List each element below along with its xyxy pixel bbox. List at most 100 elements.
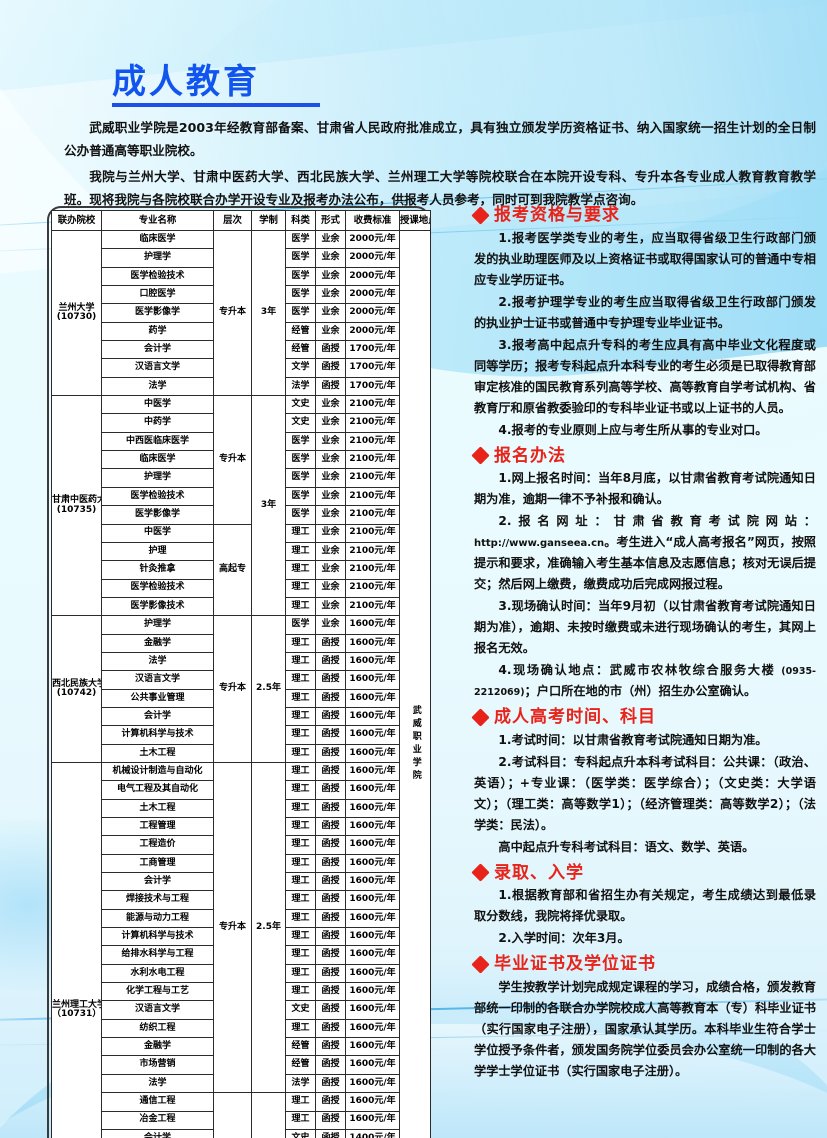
form-cell: 业余 bbox=[315, 505, 346, 525]
table-row: 中西医临床医学 医学 业余 2100元/年 bbox=[52, 431, 431, 452]
section-paragraph: 4.现场确认地点：武威市农林牧综合服务大楼 (0935-2212069)；户口所… bbox=[474, 663, 816, 699]
table-row: 焊接技术与工程 理工 函授 1600元/年 bbox=[52, 890, 431, 910]
fee-cell: 1400元/年 bbox=[345, 1128, 400, 1138]
form-cell: 业余 bbox=[315, 321, 346, 342]
school-cell: 西北民族大学 (10742) bbox=[51, 615, 102, 763]
fee-cell: 2100元/年 bbox=[345, 505, 400, 525]
major-cell: 工程管理 bbox=[101, 816, 214, 837]
section-paragraph: 学生按教学计划完成规定课程的学习，成绩合格，颁发教育部统一印制的各联合办学院校成… bbox=[474, 979, 816, 1078]
table-row: 计算机科学与技术 理工 函授 1600元/年 bbox=[52, 725, 431, 745]
major-cell: 土木工程 bbox=[101, 743, 214, 763]
form-cell: 业余 bbox=[315, 523, 346, 543]
table-row: 能源与动力工程 理工 函授 1600元/年 bbox=[52, 908, 431, 929]
column-header: 学制 bbox=[251, 210, 286, 231]
table-row: 护理 理工 业余 2100元/年 bbox=[52, 541, 431, 562]
category-cell: 理工 bbox=[285, 688, 316, 708]
fee-cell: 1600元/年 bbox=[345, 908, 400, 929]
fee-cell: 2000元/年 bbox=[345, 229, 400, 250]
major-cell: 医学影像技术 bbox=[101, 596, 214, 617]
form-cell: 业余 bbox=[315, 450, 346, 470]
column-header: 联办院校 bbox=[51, 210, 102, 231]
table-row: 电气工程及其自动化 理工 函授 1600元/年 bbox=[52, 780, 431, 800]
major-cell: 法学 bbox=[101, 376, 214, 397]
school-cell: 甘肃中医药大学(10735) bbox=[51, 395, 102, 617]
section-paragraph: 4.报考的专业原则上应与考生所从事的专业对口。 bbox=[498, 422, 768, 437]
table-row: 金融学 理工 函授 1600元/年 bbox=[52, 633, 431, 653]
registration-url[interactable]: http://www.ganseea.cn bbox=[474, 538, 605, 550]
level-cell: 专升本 bbox=[213, 229, 252, 397]
table-row: 冶金工程 理工 函授 1600元/年 bbox=[52, 1110, 431, 1130]
major-cell: 中医学 bbox=[101, 523, 214, 543]
fee-cell: 2100元/年 bbox=[345, 523, 400, 543]
fee-cell: 1600元/年 bbox=[345, 853, 400, 874]
diamond-bullet-icon bbox=[471, 708, 490, 727]
form-cell: 函授 bbox=[315, 670, 346, 690]
category-cell: 经管 bbox=[285, 321, 316, 342]
contact-phone: (0935-2212069) bbox=[474, 666, 816, 699]
form-cell: 业余 bbox=[315, 560, 346, 580]
fee-cell: 1600元/年 bbox=[345, 945, 400, 965]
form-cell: 函授 bbox=[315, 651, 346, 672]
category-cell: 理工 bbox=[285, 945, 316, 965]
level-cell: 专升本 bbox=[213, 761, 252, 1094]
major-cell: 中药学 bbox=[101, 413, 214, 433]
category-cell: 理工 bbox=[285, 651, 316, 672]
table-row: 工程造价 理工 函授 1600元/年 bbox=[52, 835, 431, 855]
fee-cell: 1600元/年 bbox=[345, 963, 400, 984]
table-row: 兰州大学 (10730) 临床医学 专升本 3年 医学 业余 2000元/年 武威职业学院 bbox=[51, 229, 431, 1138]
form-cell: 函授 bbox=[315, 1073, 346, 1094]
section-paragraph: 2.报名网址：甘肃省教育考试院网站：http://www.ganseea.cn。… bbox=[474, 514, 816, 592]
table-row: 公共事业管理 理工 函授 1600元/年 bbox=[52, 688, 431, 708]
category-cell: 理工 bbox=[285, 853, 316, 874]
section-header: 报名办法 bbox=[471, 446, 816, 466]
table-row: 法学 理工 函授 1600元/年 bbox=[52, 651, 431, 672]
table-header-row: 联办院校专业名称层次学制科类形式收费标准授课地点 bbox=[51, 210, 431, 231]
major-cell: 焊接技术与工程 bbox=[101, 890, 214, 910]
category-cell: 理工 bbox=[285, 963, 316, 984]
table-row: 兰州理工大学 （10731） 机械设计制造与自动化 专升本 2.5年 理工 函授 1600元/… bbox=[51, 761, 431, 1138]
form-cell: 业余 bbox=[315, 248, 346, 268]
major-cell: 医学检验技术 bbox=[101, 486, 214, 507]
category-cell: 文史 bbox=[285, 395, 316, 415]
level-cell: 专升本 bbox=[213, 395, 252, 525]
table-row: 纺织工程 理工 函授 1600元/年 bbox=[52, 1018, 431, 1039]
form-cell: 业余 bbox=[315, 541, 346, 562]
table-row: 医学影像学 医学 业余 2100元/年 bbox=[52, 505, 431, 525]
major-cell: 针灸推拿 bbox=[101, 560, 214, 580]
fee-cell: 2100元/年 bbox=[345, 486, 400, 507]
major-cell: 医学影像学 bbox=[101, 505, 214, 525]
major-cell: 药学 bbox=[101, 321, 214, 342]
diamond-bullet-icon bbox=[471, 206, 490, 225]
category-cell: 文史 bbox=[285, 413, 316, 433]
page-title-block: 成人教育 bbox=[112, 63, 320, 108]
info-column: 报考资格与要求 1.报考医学类专业的考生，应当取得省级卫生行政部门颁发的执业助理医… bbox=[471, 205, 816, 1083]
category-cell: 理工 bbox=[285, 1018, 316, 1039]
category-cell: 理工 bbox=[285, 908, 316, 929]
section-paragraph: 1.考试时间：以甘肃省教育考试院通知日期为准。 bbox=[498, 732, 768, 747]
column-header: 收费标准 bbox=[345, 210, 400, 231]
table-row: 护理学 医学 业余 2000元/年 bbox=[52, 248, 431, 268]
fee-cell: 1600元/年 bbox=[345, 1037, 400, 1057]
form-cell: 函授 bbox=[315, 1092, 346, 1112]
section-title: 报考资格与要求 bbox=[494, 205, 620, 225]
form-cell: 函授 bbox=[315, 780, 346, 800]
section-paragraph: 2.报考护理学专业的考生应当取得省级卫生行政部门颁发的执业护士证书或普通中专护理… bbox=[474, 294, 816, 330]
intro-paragraphs: 武威职业学院是2003年经教育部备案、甘肃省人民政府批准成立，具有独立颁发学历资… bbox=[64, 116, 816, 213]
table-row: 通信工程高起本5年理工函授1600元/年 bbox=[52, 1092, 431, 1138]
form-cell: 函授 bbox=[315, 982, 346, 1002]
category-cell: 医学 bbox=[285, 450, 316, 470]
major-cell: 医学检验技术 bbox=[101, 578, 214, 598]
fee-cell: 2000元/年 bbox=[345, 321, 400, 342]
section-title: 成人高考时间、科目 bbox=[494, 707, 656, 728]
category-cell: 理工 bbox=[285, 596, 316, 617]
section-header: 报考资格与要求 bbox=[471, 205, 816, 225]
section-paragraph: 3.现场确认时间：当年9月初（以甘肃省教育考试院通知日期为准），逾期、未按时缴费… bbox=[474, 599, 816, 656]
diamond-bullet-icon bbox=[471, 955, 490, 974]
diamond-bullet-icon bbox=[471, 446, 490, 466]
fee-cell: 1600元/年 bbox=[345, 688, 400, 708]
table-row: 医学检验技术 理工 业余 2100元/年 bbox=[52, 578, 431, 598]
diamond-bullet-icon bbox=[471, 863, 490, 883]
form-cell: 函授 bbox=[315, 633, 346, 653]
category-cell: 理工 bbox=[285, 1110, 316, 1130]
